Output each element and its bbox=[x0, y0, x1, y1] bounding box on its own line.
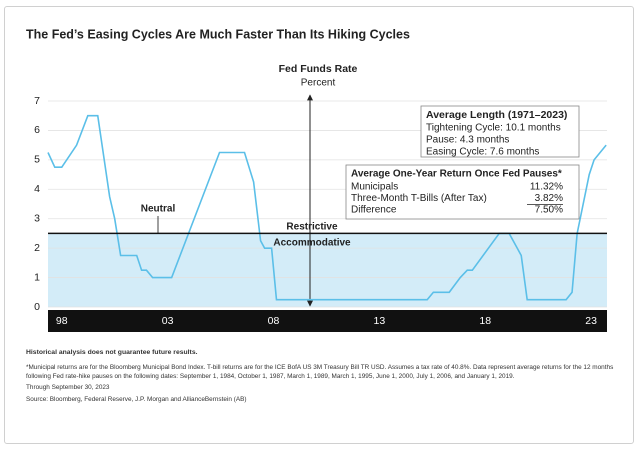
y-tick-label: 1 bbox=[34, 271, 40, 283]
return-row-label: Three-Month T-Bills (After Tax) bbox=[351, 193, 487, 204]
return-row-value: 11.32% bbox=[530, 182, 563, 193]
y-tick-label: 5 bbox=[34, 154, 40, 166]
return-box bbox=[345, 164, 580, 220]
source: Source: Bloomberg, Federal Reserve, J.P.… bbox=[26, 395, 247, 403]
neutral-label: Neutral bbox=[141, 204, 176, 215]
x-tick-label: 08 bbox=[268, 315, 280, 327]
return-row-label: Difference bbox=[351, 205, 397, 216]
return-row-value: 7.50% bbox=[535, 205, 563, 216]
length-box bbox=[420, 105, 580, 158]
x-tick-label: 13 bbox=[374, 315, 386, 327]
length-box-title: Average Length (1971–2023) bbox=[426, 109, 567, 121]
y-tick-label: 7 bbox=[34, 95, 40, 107]
x-tick-label: 23 bbox=[585, 315, 597, 327]
return-row-label: Municipals bbox=[351, 182, 398, 193]
chart: The Fed’s Easing Cycles Are Much Faster … bbox=[26, 27, 607, 332]
disclaimer: Historical analysis does not guarantee f… bbox=[26, 349, 198, 356]
frame bbox=[4, 6, 634, 444]
y-tick-label: 3 bbox=[34, 212, 40, 224]
x-tick-label: 03 bbox=[162, 315, 174, 327]
length-box-line: Tightening Cycle: 10.1 months bbox=[426, 123, 561, 134]
length-box-line: Pause: 4.3 months bbox=[426, 135, 509, 146]
return-box-title: Average One-Year Return Once Fed Pauses* bbox=[351, 169, 562, 180]
y-tick-label: 6 bbox=[34, 124, 40, 136]
restrictive-label: Restrictive bbox=[286, 222, 338, 233]
rate-line bbox=[47, 114, 607, 301]
footnote: *Municipal returns are for the Bloomberg… bbox=[26, 363, 614, 381]
length-box-line: Easing Cycle: 7.6 months bbox=[426, 147, 539, 158]
y-tick-label: 4 bbox=[34, 183, 40, 195]
chart-subtitle: Fed Funds Rate bbox=[279, 63, 358, 75]
y-axis-title: Percent bbox=[301, 78, 336, 89]
y-tick-label: 0 bbox=[34, 301, 40, 313]
y-tick-label: 2 bbox=[34, 242, 40, 254]
chart-title: The Fed’s Easing Cycles Are Much Faster … bbox=[26, 27, 410, 41]
x-axis-band bbox=[48, 310, 607, 332]
return-row-value: 3.82% bbox=[535, 193, 563, 204]
notes: Historical analysis does not guarantee f… bbox=[26, 348, 616, 409]
x-tick-label: 18 bbox=[479, 315, 491, 327]
through-date: Through September 30, 2023 bbox=[26, 384, 110, 392]
accommodative-label: Accommodative bbox=[273, 238, 351, 249]
x-tick-label: 98 bbox=[56, 315, 68, 327]
